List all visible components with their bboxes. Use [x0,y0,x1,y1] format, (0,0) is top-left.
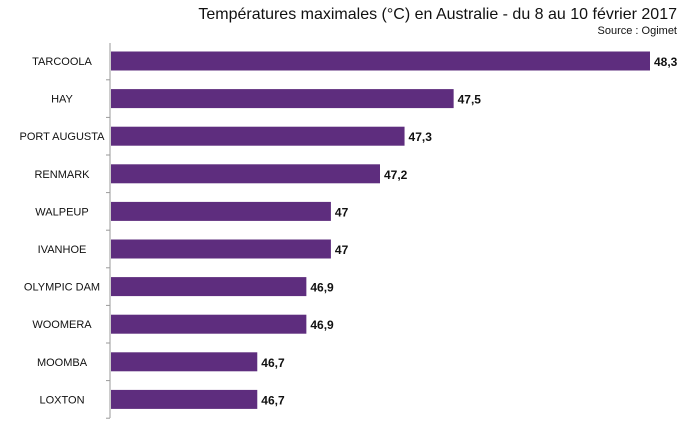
data-label: 46,7 [261,356,285,370]
bars-group: TARCOOLA 48,3 HAY 47,5 PORT AUGUSTA 47,3 RENMA… [20,51,678,419]
bar [111,89,454,109]
bar [111,389,258,409]
category-label: PORT AUGUSTA [20,131,106,143]
category-label: OLYMPIC DAM [24,282,100,294]
data-label: 46,9 [310,281,334,295]
chart-subtitle: Source : Ogimet [597,25,677,37]
data-label: 47,5 [458,93,482,107]
category-label: LOXTON [39,394,84,406]
data-label: 46,9 [310,318,334,332]
category-label: MOOMBA [37,357,88,369]
category-label: IVANHOE [38,244,87,256]
bar [111,277,307,297]
data-label: 46,7 [261,393,285,407]
data-label: 47,3 [409,130,433,144]
category-label: TARCOOLA [32,56,92,68]
category-label: HAY [51,94,73,106]
bar [111,164,380,184]
data-label: 48,3 [654,55,678,69]
bar [111,239,331,259]
data-label: 47,2 [384,168,408,182]
category-label: WALPEUP [35,206,88,218]
bar [111,314,307,334]
bar [111,201,331,221]
data-label: 47 [335,205,349,219]
bar [111,126,405,146]
chart-title: Températures maximales (°C) en Australie… [198,6,677,23]
bar [111,352,258,372]
category-label: RENMARK [34,169,90,181]
category-label: WOOMERA [32,319,92,331]
data-label: 47 [335,243,349,257]
bar [111,51,650,71]
